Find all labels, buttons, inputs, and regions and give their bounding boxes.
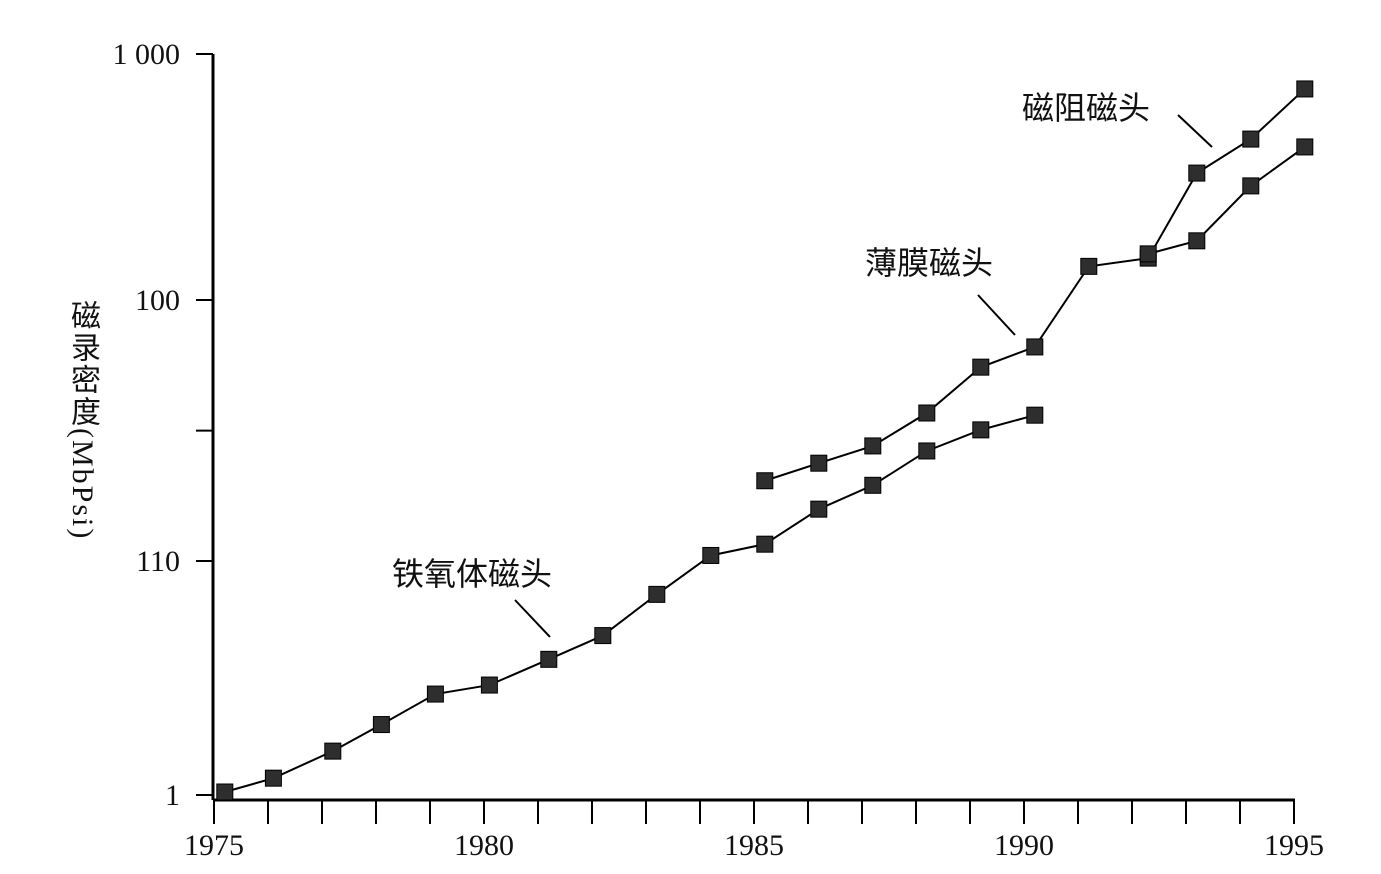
- y-tick-label: 110: [136, 545, 180, 578]
- data-point: [810, 500, 828, 518]
- x-tick-label: 1980: [454, 829, 514, 862]
- data-point: [1188, 232, 1206, 250]
- annotation-leader-line: [1177, 114, 1213, 148]
- data-point: [810, 454, 828, 472]
- data-point: [756, 535, 774, 553]
- data-point: [594, 627, 612, 645]
- annotation-leader-line: [977, 294, 1016, 336]
- data-point: [702, 546, 720, 564]
- data-point: [372, 716, 390, 734]
- annotation-label: 铁氧体磁头: [392, 556, 552, 592]
- data-point: [324, 742, 342, 760]
- y-tick-label: 1: [165, 779, 180, 812]
- x-tick-label: 1995: [1264, 829, 1324, 862]
- data-point: [1026, 406, 1044, 424]
- y-tick-label: 100: [135, 284, 180, 317]
- data-point: [918, 442, 936, 460]
- data-point: [864, 437, 882, 455]
- annotation-leader-line: [514, 599, 551, 638]
- data-point: [1026, 338, 1044, 356]
- data-point: [1080, 257, 1098, 275]
- x-tick-label: 1975: [184, 829, 244, 862]
- data-point: [918, 404, 936, 422]
- data-point: [648, 585, 666, 603]
- data-point: [756, 472, 774, 490]
- data-point: [216, 783, 234, 801]
- data-point: [480, 676, 498, 694]
- data-point: [972, 358, 990, 376]
- data-point: [264, 769, 282, 787]
- data-point: [540, 650, 558, 668]
- data-point: [1296, 80, 1314, 98]
- y-tick-label: 1 000: [113, 38, 181, 71]
- annotation-label: 磁阻磁头: [1022, 90, 1150, 126]
- y-axis-label: 磁录密度(MbPsi): [66, 300, 99, 541]
- x-tick-label: 1985: [724, 829, 784, 862]
- data-point: [1296, 138, 1314, 156]
- data-point: [1139, 245, 1157, 263]
- x-tick-label: 1990: [994, 829, 1054, 862]
- data-point: [1242, 130, 1260, 148]
- data-point: [864, 476, 882, 494]
- series-line-2: [1147, 146, 1306, 255]
- data-point: [1188, 164, 1206, 182]
- data-point: [972, 421, 990, 439]
- series-line-0: [224, 414, 1036, 793]
- data-point: [1242, 177, 1260, 195]
- data-point: [426, 685, 444, 703]
- annotation-label: 薄膜磁头: [865, 245, 993, 281]
